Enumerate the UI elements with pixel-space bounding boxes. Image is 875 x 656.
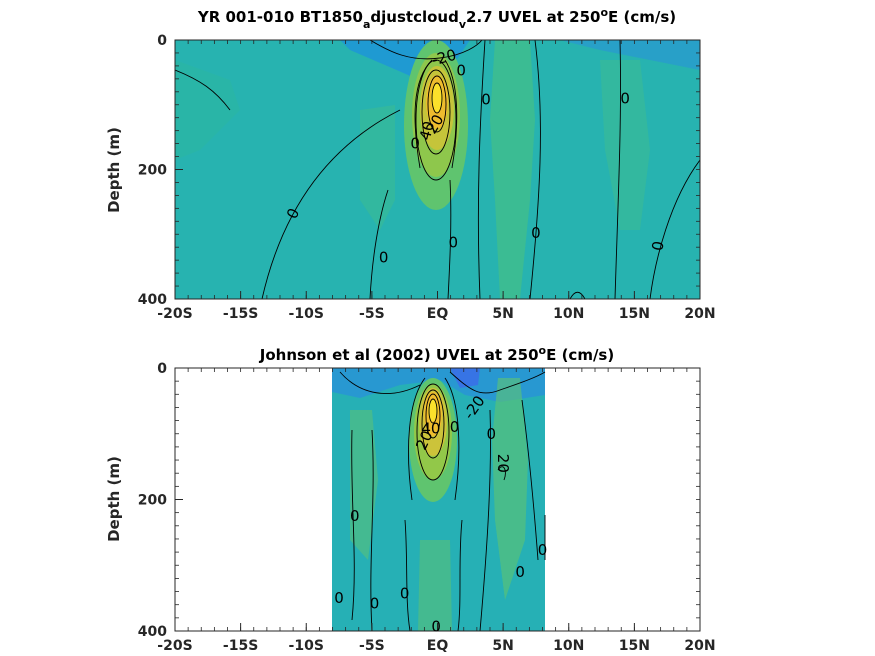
bottom-x-tick-label: -15S: [223, 638, 258, 654]
top-core-peak: [431, 84, 443, 112]
top-south-tongue: [360, 105, 395, 230]
bottom-x-tick-label: 10N: [553, 638, 584, 654]
top-x-tick-label: EQ: [427, 306, 449, 322]
top-north-tongue: [490, 40, 535, 299]
bottom-contour-label: 0: [538, 541, 548, 559]
bottom-x-tick-label: 20N: [684, 638, 715, 654]
top-y-tick-label: 0: [157, 33, 167, 49]
top-contour-label: 0: [379, 249, 389, 267]
bottom-south-tongue: [350, 410, 378, 560]
top-x-tick-label: -15S: [223, 306, 258, 322]
bottom-x-tick-label: -10S: [289, 638, 324, 654]
top-contours: [175, 40, 700, 299]
top-contour-label: 0: [620, 89, 630, 107]
bottom-contour-label: 0: [370, 594, 380, 612]
bottom-x-tick-label: -20S: [157, 638, 192, 654]
top-contour-label: 0: [531, 224, 541, 242]
bottom-y-axis-label: Depth (m): [105, 456, 123, 542]
bottom-core-peak: [428, 399, 438, 421]
top-x-tick-label: -5S: [359, 306, 385, 322]
bottom-contour-label: 0: [431, 617, 441, 635]
top-contour-label: 0: [448, 234, 458, 252]
top-y-tick-label: 200: [138, 163, 167, 179]
bottom-title: Johnson et al (2002) UVEL at 250oE (cm/s…: [259, 344, 614, 364]
bottom-x-tick-label: 15N: [619, 638, 650, 654]
top-contour-label: 0: [410, 135, 420, 153]
bottom-deep-tongue: [418, 540, 452, 631]
bottom-contour-label: 40: [421, 419, 440, 437]
bottom-westward-band: [332, 368, 545, 402]
bottom-contour-label: 0: [400, 585, 410, 603]
top-field: [175, 40, 700, 299]
top-westward-band-north: [560, 40, 700, 70]
top-x-tick-label: 5N: [492, 306, 513, 322]
top-contour-label: 40: [416, 119, 438, 142]
top-x-tick-label: -10S: [289, 306, 324, 322]
top-y-tick-label: 400: [138, 292, 167, 308]
top-title: YR 001-010 BT1850adjustcloudv2.7 UVEL at…: [197, 6, 676, 31]
top-x-tick-label: 15N: [619, 306, 650, 322]
bottom-contour-label: 0: [515, 563, 525, 581]
top-contour-label: -20: [430, 46, 458, 70]
top-north-tongue-2: [600, 60, 650, 230]
bottom-contours: [339, 371, 546, 631]
top-panel: YR 001-010 BT1850adjustcloudv2.7 UVEL at…: [105, 6, 716, 322]
bottom-y-tick-label: 200: [138, 493, 167, 509]
bottom-panel: Johnson et al (2002) UVEL at 250oE (cm/s…: [105, 344, 716, 654]
bottom-x-tick-label: 5N: [492, 638, 513, 654]
bottom-contour-label: 0: [350, 507, 360, 525]
top-contour-label: 0: [648, 240, 667, 253]
bottom-y-tick-label: 400: [138, 624, 167, 640]
top-contour-label: 0: [456, 61, 466, 79]
bottom-x-tick-label: -5S: [359, 638, 385, 654]
bottom-contour-label: 0: [334, 589, 344, 607]
top-x-tick-label: -20S: [157, 306, 192, 322]
bottom-contour-label: 20: [494, 454, 512, 473]
bottom-contour-label: 0: [487, 425, 497, 443]
bottom-field: [332, 368, 546, 631]
bottom-westward-core: [450, 368, 480, 388]
bottom-y-tick-label: 0: [157, 361, 167, 377]
top-x-tick-label: 20N: [684, 306, 715, 322]
bottom-contour-label: 0: [450, 418, 460, 436]
top-x-tick-label: 10N: [553, 306, 584, 322]
bottom-x-tick-label: EQ: [427, 638, 449, 654]
bottom-north-tongue: [492, 378, 528, 600]
top-shade-south: [175, 60, 240, 160]
top-y-axis-label: Depth (m): [105, 127, 123, 213]
top-contour-label: 0: [481, 91, 491, 109]
